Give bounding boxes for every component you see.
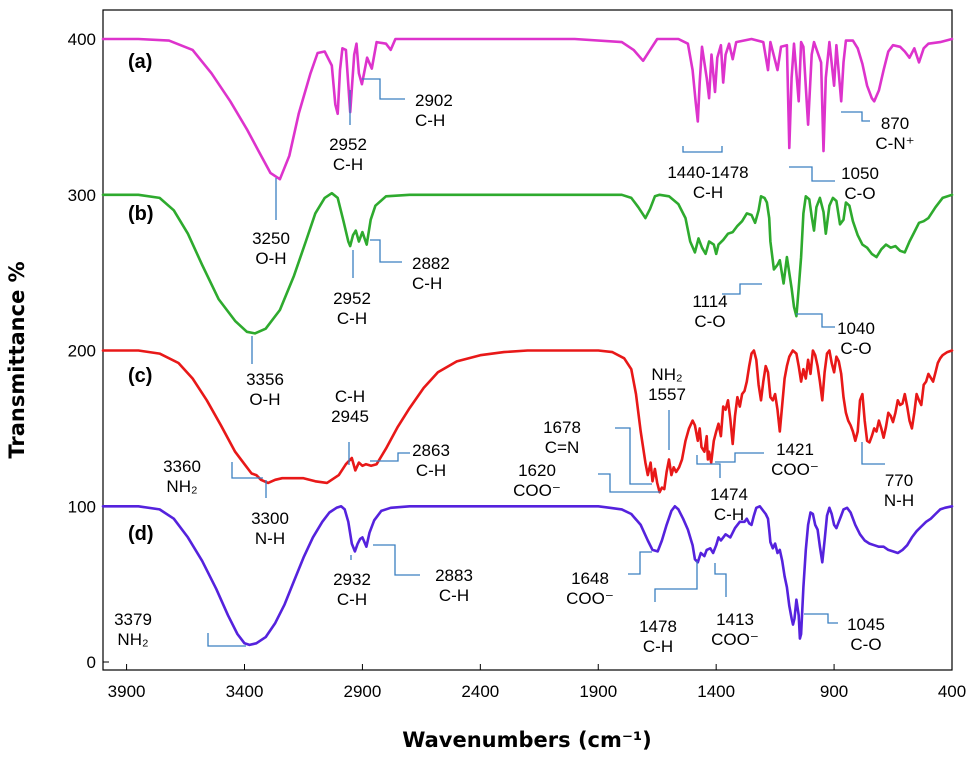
peak-annotation: 2863 C-H (412, 441, 450, 480)
annotation-leader (207, 633, 246, 647)
annotation-leader (370, 239, 402, 263)
y-axis-title: Transmittance % (5, 261, 29, 458)
leader-layer (207, 78, 885, 647)
x-tick-label: 2900 (344, 682, 382, 701)
annotation-leader (861, 442, 885, 465)
plot-frame (102, 9, 953, 671)
x-tick-label: 2400 (461, 682, 499, 701)
y-tick-label: 100 (68, 497, 96, 516)
x-tick-label: 1900 (579, 682, 617, 701)
y-tick-label: 0 (87, 653, 96, 672)
peak-annotation: 2883 C-H (435, 566, 473, 605)
peak-annotation: 870 C-N⁺ (875, 114, 914, 153)
peak-annotation: 2902 C-H (415, 91, 453, 130)
peak-annotation: 1648 COO⁻ (566, 569, 614, 608)
y-tick-label: 200 (68, 342, 96, 361)
peak-annotation: 1678 C=N (543, 418, 581, 457)
peak-annotation: 1045 C-O (847, 615, 885, 654)
peak-annotation: 1440-1478 C-H (667, 163, 748, 202)
annotation-leader (373, 544, 420, 576)
peak-annotation: 1421 COO⁻ (771, 440, 819, 479)
panel-label-c: (c) (128, 365, 152, 387)
peak-annotation: 1478 C-H (639, 617, 677, 656)
x-tick-label: 400 (938, 682, 966, 701)
peak-annotation: 1474 C-H (710, 485, 748, 524)
annotation-leader (841, 111, 870, 122)
annotation-leader (696, 455, 721, 478)
annotation-leader (598, 473, 660, 493)
peak-annotation: 2932 C-H (333, 570, 371, 609)
peak-annotation: 1114 C-O (692, 292, 727, 331)
series-layer (101, 37, 954, 647)
annotation-leader (789, 166, 835, 182)
annotation-leader (796, 313, 835, 328)
annotation-leader (654, 561, 698, 602)
x-tick-label: 1400 (697, 682, 735, 701)
panel-label-a: (a) (128, 51, 152, 73)
y-tick-label: 300 (68, 186, 96, 205)
annotation-leader (804, 613, 838, 624)
peak-annotation: 2952 C-H (329, 135, 367, 174)
tick-layer: 3900 3400 2900 2400 1900 1400 900 400 0 100 200 300… (68, 30, 967, 701)
peak-annotation: 2952 C-H (333, 289, 371, 328)
spectrum-line-b (101, 191, 954, 335)
peak-annotation: 3250 O-H (252, 229, 290, 268)
peak-annotation: 1050 C-O (841, 164, 879, 203)
y-tick-label: 400 (68, 30, 96, 49)
x-tick-label: 3900 (108, 682, 146, 701)
peak-annotation: 1413 COO⁻ (711, 610, 759, 649)
annotation-leader (370, 452, 410, 462)
annotation-leader (615, 427, 652, 485)
peak-annotation: 1620 COO⁻ (513, 461, 561, 500)
annotation-leader (682, 146, 723, 153)
annotation-leader (715, 452, 764, 463)
spectrum-line-a (101, 37, 954, 181)
peak-annotation: 3360 NH₂ (163, 457, 201, 496)
panel-label-layer: (a) (b) (c) (d) (128, 51, 154, 545)
panel-label-d: (d) (128, 523, 154, 545)
spectrum-line-c (101, 349, 954, 494)
peak-annotation: 3300 N-H (251, 509, 289, 548)
x-axis-title: Wavenumbers (cm⁻¹) (402, 728, 652, 752)
annotation-leader (714, 563, 727, 597)
panel-label-b: (b) (128, 203, 154, 225)
spectrum-line-d (101, 505, 954, 647)
annotation-layer: 3250 O-H 2952 C-H 2902 C-H 1440-1478 C-H 1050 C-O… (114, 91, 915, 656)
peak-annotation: NH₂ 1557 (648, 365, 686, 404)
annotation-leader (628, 551, 652, 575)
peak-annotation: 1040 C-O (837, 319, 875, 358)
annotation-leader (722, 283, 762, 295)
annotation-leader (231, 462, 263, 479)
peak-annotation: 2882 C-H (412, 254, 450, 293)
peak-annotation: 770 N-H (884, 471, 914, 510)
peak-annotation: C-H 2945 (331, 387, 369, 426)
peak-annotation: 3379 NH₂ (114, 610, 152, 649)
x-tick-label: 900 (820, 682, 848, 701)
annotation-leader (362, 78, 405, 100)
peak-annotation: 3356 O-H (246, 370, 284, 409)
x-tick-label: 3400 (226, 682, 264, 701)
